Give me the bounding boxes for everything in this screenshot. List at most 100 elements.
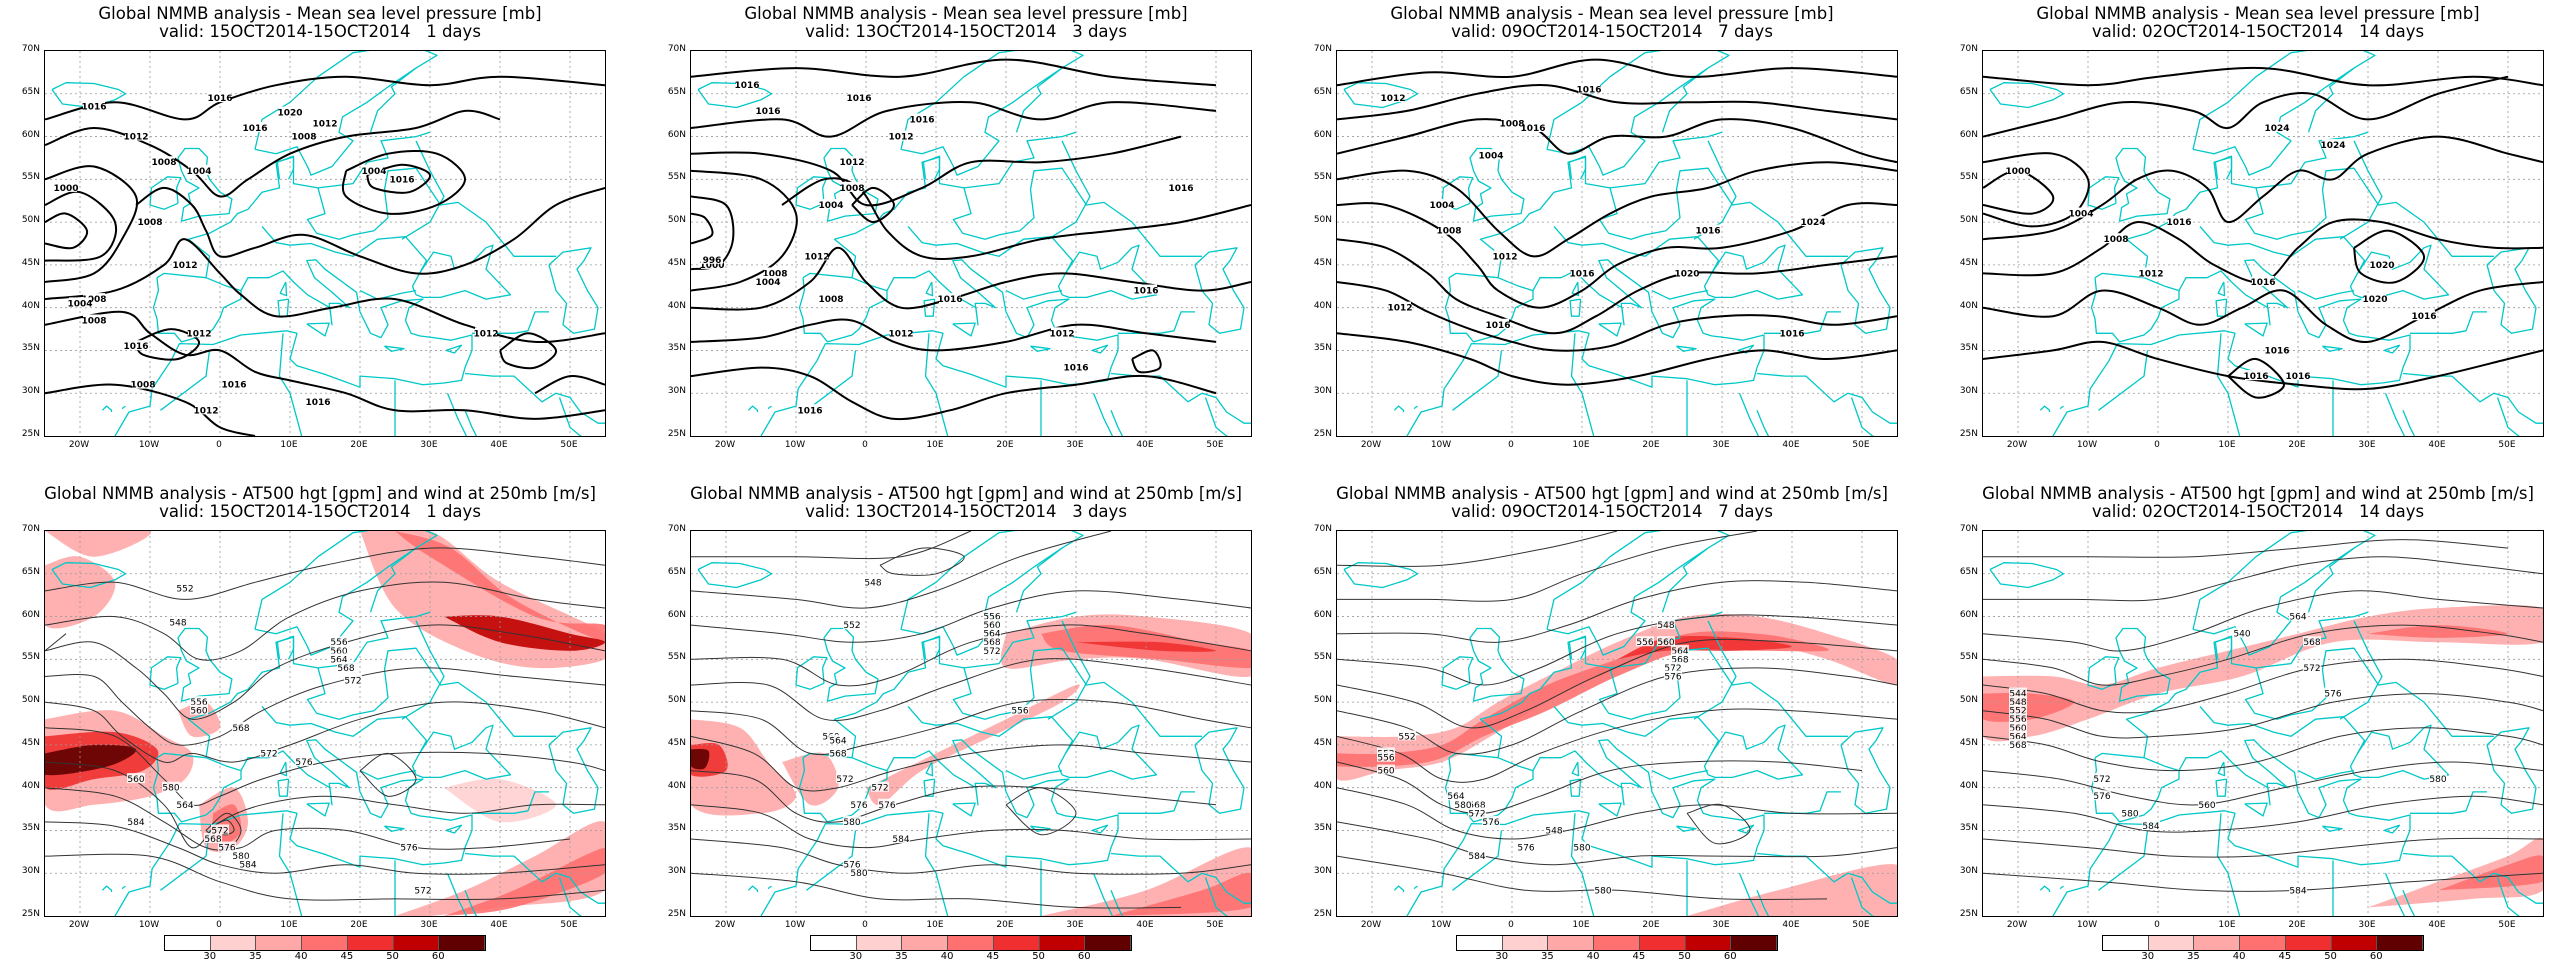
height-contour xyxy=(691,770,1217,823)
height-label: 576 xyxy=(218,844,235,854)
lat-label: 25N xyxy=(21,909,40,919)
lon-label: 50E xyxy=(1852,920,1870,930)
isobar-label: 1008 xyxy=(81,317,106,327)
height-label: 572 xyxy=(1664,664,1681,674)
height-label: 560 xyxy=(330,647,347,657)
coast-iceland xyxy=(697,562,773,589)
lat-label: 55N xyxy=(1313,172,1332,183)
coast-borders3 xyxy=(2297,289,2355,300)
coast-borders3 xyxy=(359,769,417,780)
lat-label: 60N xyxy=(1959,129,1978,140)
lat-label: 30N xyxy=(1313,386,1332,397)
isobar-label: 1016 xyxy=(2166,218,2191,228)
coast-sicily xyxy=(952,802,976,817)
slp-panel-2: Global NMMB analysis - Mean sea level pr… xyxy=(646,0,1286,480)
panel-subtitle: valid: 09OCT2014-15OCT2014 7 days xyxy=(1451,502,1773,521)
height-label: 576 xyxy=(1517,844,1534,854)
height-label: 580 xyxy=(2429,775,2446,785)
lon-label: 20W xyxy=(68,920,90,930)
lon-label: 10E xyxy=(1572,920,1590,930)
height-contour xyxy=(691,624,1251,687)
coast-persian2 xyxy=(1850,397,1897,436)
lat-label: 50N xyxy=(21,695,40,706)
lon-label: 20W xyxy=(1360,440,1382,450)
height-label: 552 xyxy=(176,584,193,594)
isobar xyxy=(341,150,467,215)
coast-iceland xyxy=(1343,82,1419,109)
height-label: 564 xyxy=(983,630,1000,640)
coast-sardinia xyxy=(1569,778,1582,797)
coast-denmark xyxy=(922,155,941,180)
coast-crete xyxy=(1676,345,1697,352)
coast-cyprus xyxy=(2383,344,2401,354)
wind-colorbar xyxy=(810,935,1132,951)
wind-band xyxy=(691,719,797,816)
height-label: 576 xyxy=(1482,818,1499,828)
isobar-label: 1004 xyxy=(67,299,92,309)
height-label: 572 xyxy=(1468,809,1485,819)
lon-label: 20W xyxy=(1360,920,1382,930)
lat-label: 45N xyxy=(1959,737,1978,748)
colorbar-swatch xyxy=(210,936,257,950)
coast-canary xyxy=(1393,885,1405,892)
height-contour xyxy=(1983,590,2543,652)
wind-band xyxy=(1983,605,2543,742)
coast-borders2 xyxy=(907,705,1074,754)
coast-borders3 xyxy=(1651,769,1709,780)
height-label: 576 xyxy=(400,844,417,854)
coast-iceland xyxy=(697,82,773,109)
map-area: 5485525565605645685725565605645685725765… xyxy=(690,530,1252,917)
height-label: 560 xyxy=(2198,801,2215,811)
height-label: 576 xyxy=(850,801,867,811)
lon-label: 20W xyxy=(2006,440,2028,450)
coast-redsea2 xyxy=(2402,890,2416,916)
isobar-label: 1020 xyxy=(277,109,302,119)
colorbar-tick: 50 xyxy=(1032,951,1045,962)
coast-iberia xyxy=(1444,272,1534,343)
colorbar-tick: 50 xyxy=(2324,951,2337,962)
isobar xyxy=(499,332,557,370)
isobar xyxy=(1983,152,2090,228)
colorbar-swatch xyxy=(165,936,211,950)
coast-blacksea xyxy=(411,244,512,300)
coast-finland xyxy=(1661,547,1709,613)
coast-scandinavia xyxy=(254,531,438,656)
coast-redsea xyxy=(1092,392,1114,436)
colorbar-swatch xyxy=(347,936,394,950)
height-label: 576 xyxy=(843,861,860,871)
coast-finland xyxy=(369,67,417,133)
lon-label: 10W xyxy=(1430,920,1452,930)
isobar-label: 1000 xyxy=(53,184,78,194)
coast-borders7 xyxy=(278,813,303,916)
isobar xyxy=(135,186,605,275)
lat-label: 60N xyxy=(667,129,686,140)
height-label: 568 xyxy=(829,749,846,759)
wind-band xyxy=(1111,872,1251,916)
lon-label: 40E xyxy=(1136,440,1154,450)
height-contour xyxy=(879,547,965,576)
isobar-label: 1008 xyxy=(2103,235,2128,245)
lat-label: 65N xyxy=(667,566,686,577)
panel-title: Global NMMB analysis - Mean sea level pr… xyxy=(98,4,542,23)
colorbar-tick: 30 xyxy=(203,951,217,962)
coast-caspian xyxy=(548,727,599,814)
isobar-label: 1024 xyxy=(2264,124,2289,134)
coast-persian xyxy=(555,392,605,424)
coast-borders4 xyxy=(2339,140,2383,240)
lon-label: 20W xyxy=(2006,920,2028,930)
colorbar-tick: 40 xyxy=(2232,951,2246,962)
isobar xyxy=(1337,161,1897,258)
colorbar-swatch xyxy=(902,936,949,950)
lat-label: 40N xyxy=(1959,300,1978,311)
height-contours xyxy=(691,531,1251,909)
coast-persian2 xyxy=(2496,877,2543,916)
isobar-label: 1008 xyxy=(839,184,864,194)
wind-band xyxy=(2438,855,2543,891)
lat-label: 55N xyxy=(21,172,40,183)
coast-borders2 xyxy=(261,225,428,274)
isobar-label: 1012 xyxy=(804,252,829,262)
coast-borders6 xyxy=(464,372,557,403)
map-svg: 5405445485525565605645685725765805845605… xyxy=(1983,531,2543,916)
colorbar-swatch xyxy=(2377,936,2423,950)
coast-redsea xyxy=(2384,392,2406,436)
